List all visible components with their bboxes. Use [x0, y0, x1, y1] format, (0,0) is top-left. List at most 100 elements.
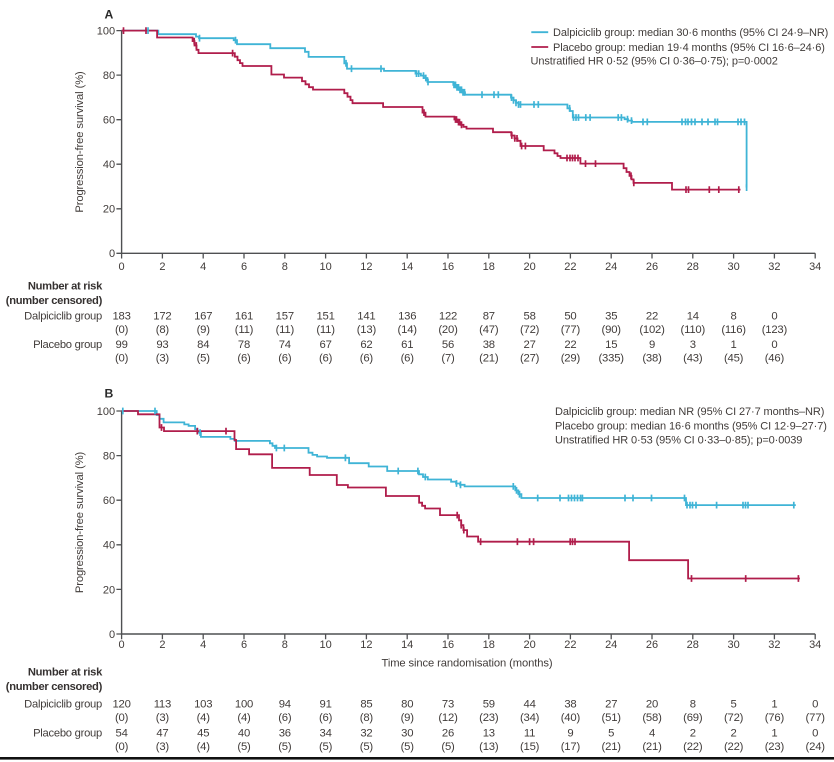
svg-text:(5): (5) — [401, 741, 415, 753]
svg-text:67: 67 — [320, 339, 332, 351]
svg-text:(9): (9) — [401, 712, 415, 724]
svg-text:100: 100 — [235, 699, 253, 711]
svg-text:6: 6 — [241, 261, 247, 273]
svg-text:(13): (13) — [479, 741, 499, 753]
svg-text:22: 22 — [564, 639, 576, 651]
svg-text:(6): (6) — [401, 353, 415, 365]
svg-text:45: 45 — [197, 728, 209, 740]
svg-text:40: 40 — [103, 540, 115, 552]
svg-text:(6): (6) — [319, 712, 333, 724]
svg-text:27: 27 — [605, 699, 617, 711]
svg-text:(7): (7) — [441, 353, 455, 365]
svg-text:Progression-free survival (%): Progression-free survival (%) — [74, 451, 86, 593]
svg-text:58: 58 — [524, 310, 536, 322]
svg-text:136: 136 — [398, 310, 416, 322]
svg-text:151: 151 — [316, 310, 334, 322]
svg-text:85: 85 — [360, 699, 372, 711]
svg-text:62: 62 — [360, 339, 372, 351]
svg-text:35: 35 — [605, 310, 617, 322]
svg-text:26: 26 — [442, 728, 454, 740]
svg-text:120: 120 — [112, 699, 130, 711]
svg-text:32: 32 — [768, 261, 780, 273]
svg-text:(0): (0) — [115, 712, 129, 724]
svg-text:Dalpiciclib group: Dalpiciclib group — [24, 699, 102, 711]
svg-text:18: 18 — [483, 639, 495, 651]
svg-text:2: 2 — [731, 728, 737, 740]
svg-text:(51): (51) — [602, 712, 622, 724]
svg-text:(6): (6) — [319, 353, 333, 365]
svg-text:B: B — [105, 387, 114, 401]
svg-text:(6): (6) — [360, 353, 374, 365]
svg-text:Number at risk: Number at risk — [28, 666, 103, 678]
svg-text:32: 32 — [768, 639, 780, 651]
svg-text:80: 80 — [401, 699, 413, 711]
svg-text:(43): (43) — [683, 353, 703, 365]
svg-text:(number censored): (number censored) — [6, 681, 103, 693]
svg-text:(22): (22) — [683, 741, 703, 753]
svg-text:36: 36 — [279, 728, 291, 740]
svg-text:(20): (20) — [438, 324, 458, 336]
svg-text:183: 183 — [112, 310, 130, 322]
svg-text:100: 100 — [97, 406, 115, 418]
svg-text:(90): (90) — [602, 324, 622, 336]
svg-text:(15): (15) — [520, 741, 540, 753]
svg-text:Dalpiciclib group: Dalpiciclib group — [24, 310, 102, 322]
svg-text:20: 20 — [103, 584, 115, 596]
svg-text:(0): (0) — [115, 741, 129, 753]
svg-text:(102): (102) — [639, 324, 665, 336]
svg-text:22: 22 — [564, 339, 576, 351]
svg-text:28: 28 — [687, 261, 699, 273]
svg-text:Placebo group: median 19·4 mon: Placebo group: median 19·4 months (95% C… — [553, 42, 825, 54]
svg-text:(335): (335) — [599, 353, 625, 365]
svg-text:6: 6 — [241, 639, 247, 651]
svg-text:(22): (22) — [724, 741, 744, 753]
svg-text:9: 9 — [649, 339, 655, 351]
svg-text:24: 24 — [605, 261, 617, 273]
svg-text:30: 30 — [727, 639, 739, 651]
svg-text:(58): (58) — [642, 712, 662, 724]
svg-text:(5): (5) — [197, 353, 211, 365]
svg-text:(12): (12) — [438, 712, 458, 724]
svg-text:28: 28 — [687, 639, 699, 651]
svg-text:4: 4 — [200, 261, 206, 273]
svg-text:(23): (23) — [479, 712, 499, 724]
svg-text:18: 18 — [483, 261, 495, 273]
svg-text:8: 8 — [282, 261, 288, 273]
svg-text:Progression-free survival (%): Progression-free survival (%) — [74, 71, 86, 213]
svg-text:(24): (24) — [806, 741, 826, 753]
svg-text:15: 15 — [605, 339, 617, 351]
svg-text:(23): (23) — [765, 741, 785, 753]
svg-text:(21): (21) — [602, 741, 622, 753]
svg-text:(27): (27) — [520, 353, 540, 365]
svg-text:34: 34 — [809, 639, 821, 651]
svg-text:(5): (5) — [237, 741, 251, 753]
svg-text:4: 4 — [200, 639, 206, 651]
svg-text:78: 78 — [238, 339, 250, 351]
svg-text:34: 34 — [809, 261, 821, 273]
svg-text:8: 8 — [731, 310, 737, 322]
svg-text:40: 40 — [103, 159, 115, 171]
svg-text:20: 20 — [523, 639, 535, 651]
svg-text:14: 14 — [687, 310, 699, 322]
svg-text:(4): (4) — [237, 712, 251, 724]
svg-text:1: 1 — [771, 699, 777, 711]
svg-text:(76): (76) — [765, 712, 785, 724]
svg-text:(8): (8) — [360, 712, 374, 724]
svg-text:13: 13 — [483, 728, 495, 740]
svg-text:(40): (40) — [561, 712, 581, 724]
svg-text:(21): (21) — [479, 353, 499, 365]
svg-text:Number at risk: Number at risk — [28, 280, 103, 292]
svg-text:56: 56 — [442, 339, 454, 351]
svg-text:12: 12 — [360, 639, 372, 651]
svg-text:(11): (11) — [235, 324, 254, 336]
svg-text:1: 1 — [771, 728, 777, 740]
svg-text:(4): (4) — [197, 712, 211, 724]
svg-text:A: A — [105, 7, 114, 21]
svg-text:0: 0 — [119, 639, 125, 651]
svg-text:113: 113 — [154, 699, 171, 711]
svg-text:Time since randomisation (mont: Time since randomisation (months) — [382, 658, 553, 670]
svg-text:(72): (72) — [520, 324, 540, 336]
svg-text:54: 54 — [116, 728, 128, 740]
svg-text:20: 20 — [646, 699, 658, 711]
svg-text:30: 30 — [401, 728, 413, 740]
